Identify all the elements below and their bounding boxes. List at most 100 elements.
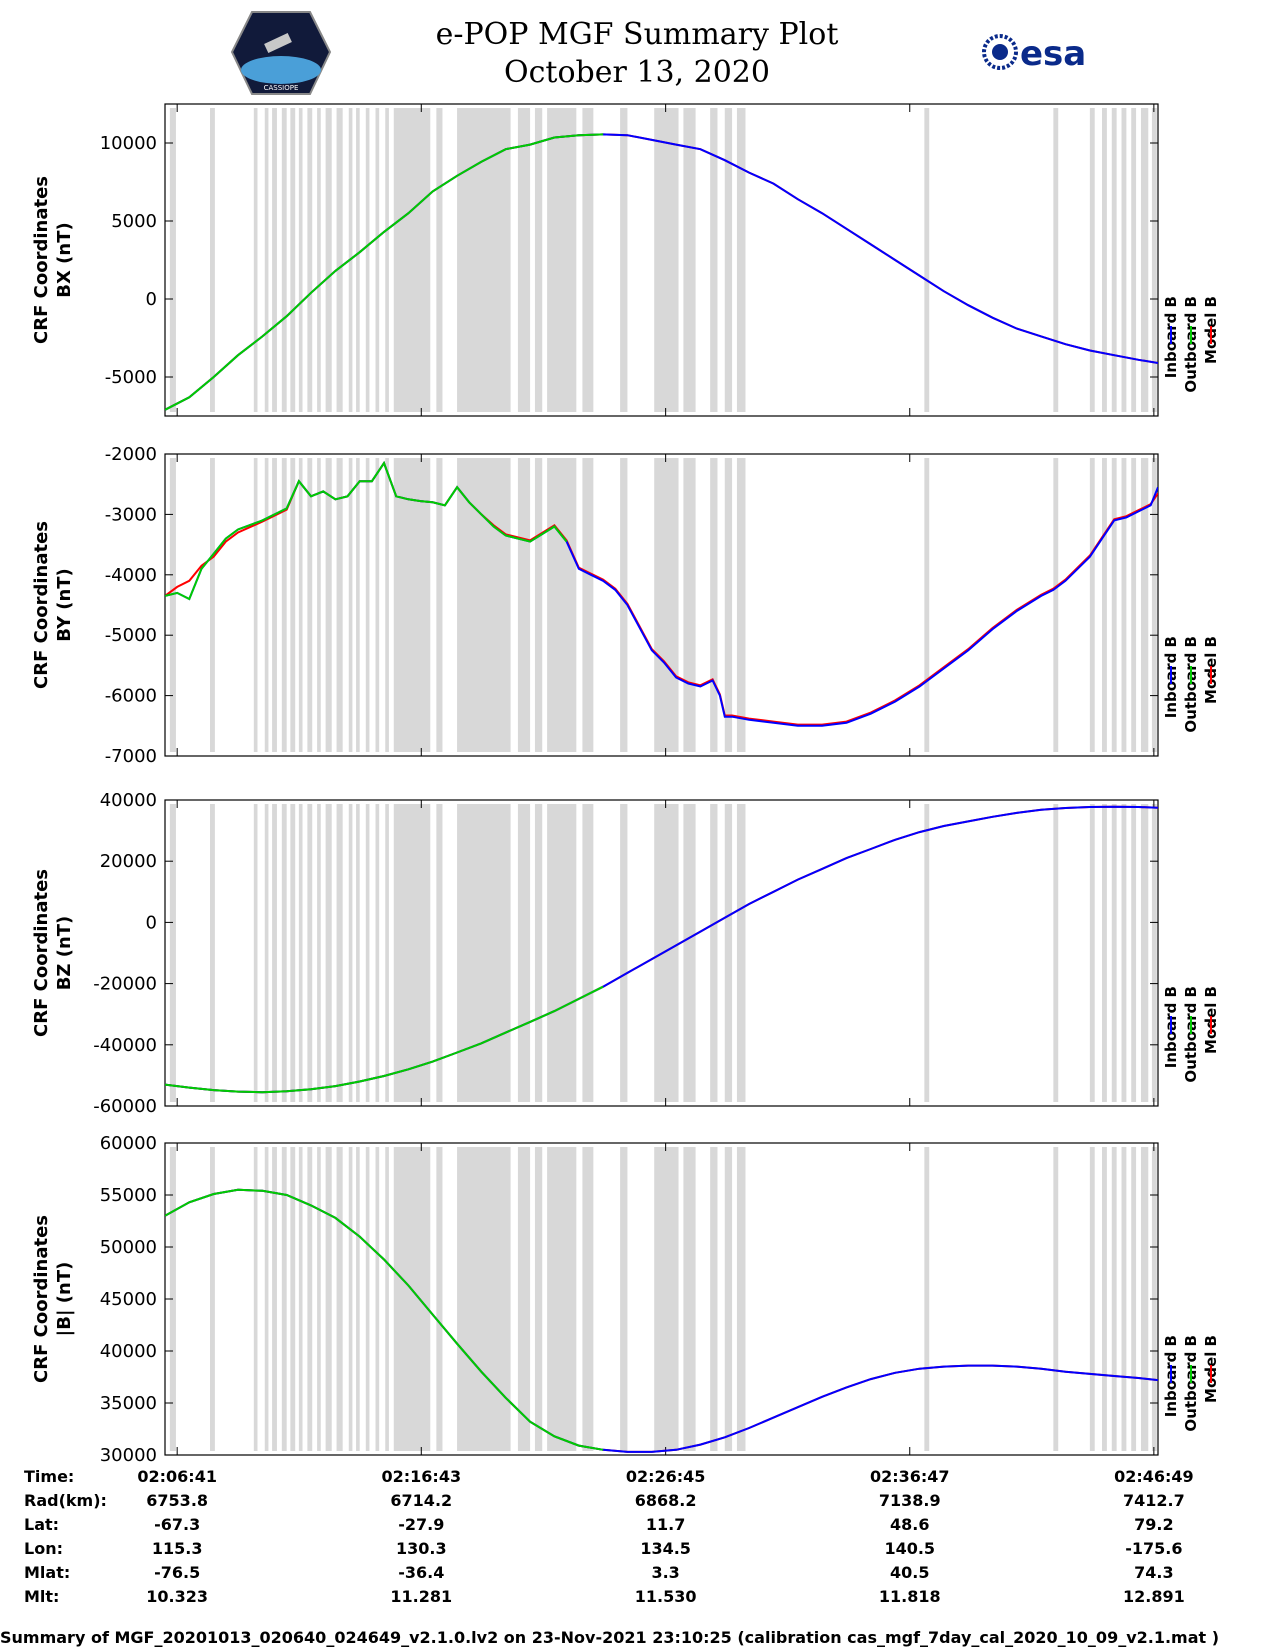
shaded-interval: [1151, 108, 1157, 412]
orbit-value: 11.818: [879, 1587, 941, 1606]
shaded-interval: [356, 458, 360, 752]
shaded-interval: [724, 108, 733, 412]
orbit-value: -27.9: [398, 1515, 444, 1534]
shaded-interval: [683, 804, 696, 1102]
shaded-interval: [1102, 458, 1107, 752]
shaded-interval: [710, 804, 718, 1102]
shaded-interval: [290, 1147, 296, 1451]
x-tick-label: 02:26:45: [626, 1467, 706, 1486]
shaded-interval: [272, 804, 277, 1102]
orbit-value: 7138.9: [879, 1491, 941, 1510]
orbit-row-label: Lat:: [24, 1515, 59, 1534]
orbit-value: -76.5: [154, 1563, 200, 1582]
y-tick-label: 5000: [111, 211, 157, 232]
shaded-interval: [1089, 804, 1095, 1102]
legend: Inboard B Outboard B Model B: [1162, 636, 1220, 733]
orbit-value: 10.323: [146, 1587, 208, 1606]
legend: Inboard B Outboard B Model B: [1162, 1335, 1220, 1432]
shaded-interval: [654, 458, 679, 752]
shaded-interval: [1102, 108, 1107, 412]
shaded-interval: [457, 108, 511, 412]
legend-label: Outboard B: [1182, 986, 1200, 1083]
y-tick-label: -20000: [93, 974, 157, 995]
y-tick-label: 20000: [100, 851, 157, 872]
shaded-interval: [281, 108, 287, 412]
legend: Inboard B Outboard B Model B: [1162, 986, 1220, 1083]
shaded-interval: [736, 1147, 746, 1451]
shaded-interval: [317, 804, 321, 1102]
shaded-interval: [1131, 804, 1137, 1102]
legend-label: Outboard B: [1182, 1335, 1200, 1432]
series-lines: [165, 133, 1158, 411]
shaded-interval: [457, 804, 511, 1102]
shaded-interval: [336, 108, 343, 412]
y-tick-label: 0: [146, 912, 157, 933]
shaded-interval: [620, 458, 628, 752]
y-axis-label-line-1: CRF Coordinates: [31, 176, 52, 344]
legend-label: Outboard B: [1182, 636, 1200, 733]
series-lines: [165, 805, 1158, 1094]
shaded-interval: [1089, 108, 1095, 412]
orbit-value: 3.3: [651, 1563, 679, 1582]
shaded-interval: [1053, 458, 1059, 752]
shaded-interval: [356, 804, 360, 1102]
shaded-interval: [1131, 108, 1137, 412]
orbit-row-label: Rad(km):: [24, 1491, 107, 1510]
outboard-b-line: [165, 1188, 604, 1451]
shaded-interval: [317, 108, 321, 412]
shaded-interval: [272, 1147, 277, 1451]
y-axis-label-line-1: CRF Coordinates: [31, 521, 52, 689]
orbit-value: -67.3: [154, 1515, 200, 1534]
shaded-interval: [307, 1147, 313, 1451]
shaded-interval: [375, 108, 380, 412]
shaded-interval: [1140, 108, 1149, 412]
orbit-row-label: Lon:: [24, 1539, 63, 1558]
shaded-interval: [298, 1147, 303, 1451]
shaded-interval: [1121, 458, 1127, 752]
shaded-interval: [1111, 108, 1117, 412]
orbit-row-label: Time:: [24, 1467, 74, 1486]
shaded-interval: [325, 108, 332, 412]
shaded-interval: [436, 804, 443, 1102]
shaded-interval: [1121, 1147, 1127, 1451]
y-tick-label: -4000: [105, 565, 157, 586]
shaded-interval: [253, 1147, 258, 1451]
shaded-interval: [620, 804, 628, 1102]
shaded-interval: [457, 1147, 511, 1451]
shaded-intervals: [169, 458, 1157, 752]
logo-left-text: CASSIOPE: [264, 84, 299, 92]
plot-frame: [164, 453, 1159, 757]
footer-text: Summary of MGF_20201013_020640_024649_v2…: [0, 1628, 1219, 1647]
y-tick-label: 10000: [100, 133, 157, 154]
shaded-interval: [436, 1147, 443, 1451]
shaded-interval: [281, 1147, 287, 1451]
shaded-interval: [393, 1147, 431, 1451]
title-line-2: October 13, 2020: [504, 55, 770, 90]
shaded-interval: [281, 804, 287, 1102]
shaded-interval: [710, 108, 718, 412]
shaded-interval: [924, 1147, 930, 1451]
y-axis-label-line-1: CRF Coordinates: [31, 1215, 52, 1383]
shaded-interval: [724, 804, 733, 1102]
shaded-interval: [534, 108, 543, 412]
orbit-value: 134.5: [640, 1539, 691, 1558]
shaded-interval: [169, 458, 176, 752]
shaded-interval: [534, 458, 543, 752]
shaded-interval: [307, 108, 313, 412]
shaded-interval: [1089, 458, 1095, 752]
y-axis-label-line-2: BZ (nT): [54, 916, 75, 991]
shaded-interval: [375, 458, 380, 752]
shaded-interval: [1131, 1147, 1137, 1451]
shaded-interval: [264, 1147, 269, 1451]
shaded-interval: [736, 804, 746, 1102]
x-tick-label: 02:46:49: [1114, 1467, 1194, 1486]
plot-frame: [164, 799, 1159, 1107]
shaded-interval: [534, 1147, 543, 1451]
esa-logo: esa: [982, 34, 1086, 74]
shaded-interval: [517, 108, 531, 412]
shaded-interval: [1140, 458, 1149, 752]
y-tick-label: 50000: [100, 1237, 157, 1258]
shaded-interval: [298, 804, 303, 1102]
panel-3: 60000 55000 50000 45000 40000 35000 30000 CRF C…: [31, 1133, 1220, 1466]
